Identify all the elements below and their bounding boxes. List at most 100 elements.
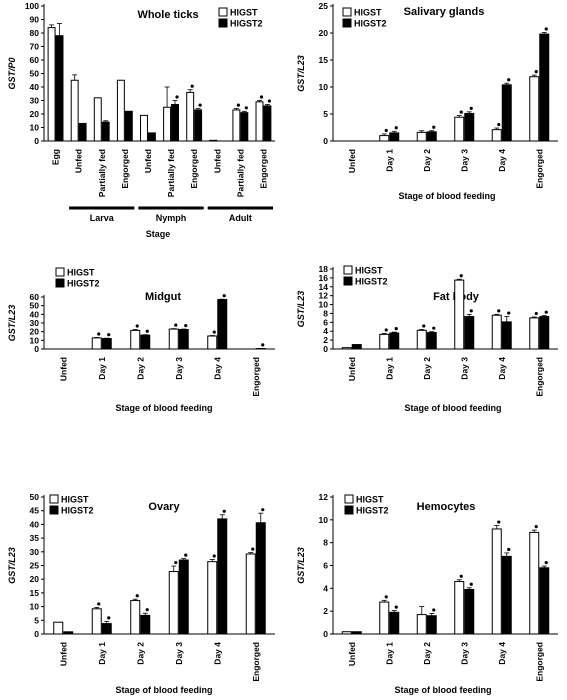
x-tick-label: Day 4 [497,642,507,665]
bar-hlgst-1 [91,608,102,635]
y-tick-label: 0 [34,344,39,354]
significance-marker [267,99,272,103]
bar-hlgst-5 [529,531,540,635]
y-tick-label: 50 [30,301,40,311]
bar-hlgst-4 [140,114,148,142]
bar-hlgst2-4 [501,84,512,142]
bar-hlgst2-4 [147,132,156,142]
y-tick-label: 25 [319,1,329,11]
chart-title: Ovary [148,501,180,513]
legend-swatch [55,267,65,277]
y-axis-label: GST/L23 [7,547,17,584]
significance-marker [261,508,265,512]
bar-hlgst-3 [454,116,465,142]
significance-marker [184,553,188,557]
x-tick-label: Partially fed [166,149,176,197]
x-axis-label: Stage of blood feeding [116,403,213,413]
x-tick-label: Unfed [58,642,68,666]
chart-panel: Ovary GST/L23 0 5 10 15 20 25 30 35 40 45 50 Unfed Day… [7,492,275,695]
x-tick-label: Day 4 [212,357,222,380]
x-tick-label: Engorged [251,357,261,397]
significance-marker [212,330,216,334]
y-tick-label: 6 [323,317,328,327]
legend-label: HlGST [61,495,89,505]
x-tick-label: Unfed [74,149,84,173]
x-axis-label: Stage of blood feeding [116,685,213,695]
bar-hlgst2-5 [255,522,266,635]
y-tick-label: 30 [30,547,40,557]
chart-panel: Salivary glands GST/L23 0 5 10 15 20 25 Unfed Day… [296,1,558,201]
y-tick-label: 2 [323,335,328,345]
bar-hlgst2-3 [178,559,189,635]
x-tick-label: Unfed [347,357,357,381]
legend-swatch [49,494,59,504]
bar-hlgst2-4 [217,518,228,635]
y-tick-label: 70 [30,42,40,52]
x-tick-label: Engorged [120,149,130,189]
x-tick-label: Day 3 [459,357,469,380]
y-tick-label: 0 [323,136,328,146]
bar-hlgst2-0 [55,35,64,142]
significance-marker [261,343,265,347]
x-tick-label: Engorged [534,642,544,682]
bar-hlgst-1 [379,135,390,142]
bar-hlgst2-2 [140,614,151,635]
significance-marker [135,324,139,328]
bar-hlgst2-2 [426,131,437,142]
significance-marker [459,110,463,114]
x-tick-label: Unfed [212,149,222,173]
legend-swatch [55,278,65,288]
bar-hlgst-2 [416,131,427,142]
y-tick-label: 10 [30,602,40,612]
y-tick-label: 20 [30,109,40,119]
y-tick-label: 50 [30,69,40,79]
significance-marker [507,78,511,82]
x-tick-label: Day 3 [174,642,184,665]
significance-marker [222,509,226,513]
significance-marker [236,103,240,107]
y-tick-label: 100 [25,1,39,11]
significance-marker [507,311,511,315]
x-tick-label: Egg [51,149,61,165]
bar-hlgst2-3 [464,316,475,350]
x-tick-label: Unfed [347,642,357,666]
legend-swatch [342,18,352,28]
significance-marker [145,608,149,612]
group-label: Adult [229,213,252,223]
significance-marker [497,520,501,524]
significance-marker [174,323,178,327]
bar-hlgst2-9 [263,105,272,142]
bar-hlgst-4 [207,561,218,635]
x-tick-label: Day 1 [384,357,394,380]
significance-marker [107,616,111,620]
bar-hlgst2-2 [426,332,437,350]
x-tick-label: Unfed [58,357,68,381]
bar-hlgst-1 [379,601,390,635]
bar-hlgst2-6 [194,109,203,142]
bar-hlgst-0 [53,621,64,635]
bar-hlgst-2 [416,614,427,635]
legend-label: HlGST [230,8,258,18]
bar-hlgst2-3 [124,110,133,142]
bar-hlgst2-5 [539,33,550,142]
significance-marker [394,126,398,130]
bar-hlgst-1 [70,79,79,142]
y-tick-label: 0 [34,136,39,146]
bar-hlgst-5 [163,106,172,142]
bar-hlgst-2 [130,329,141,350]
x-tick-label: Engorged [251,642,261,682]
y-tick-label: 2 [323,606,328,616]
significance-marker [259,95,264,99]
significance-marker [534,525,538,529]
y-tick-label: 30 [30,96,40,106]
significance-marker [184,323,188,328]
group-label: Larva [90,213,115,223]
chart-title: Midgut [145,291,181,303]
chart-panel: Whole ticks GST/P0 0 10 20 30 40 50 60 70 80 90 100 E… [7,1,275,239]
significance-marker [384,328,388,332]
x-tick-label: Unfed [347,149,357,173]
bar-hlgst-3 [454,279,465,350]
y-tick-label: 35 [30,533,40,543]
significance-marker [459,274,463,278]
legend-swatch [342,7,352,17]
